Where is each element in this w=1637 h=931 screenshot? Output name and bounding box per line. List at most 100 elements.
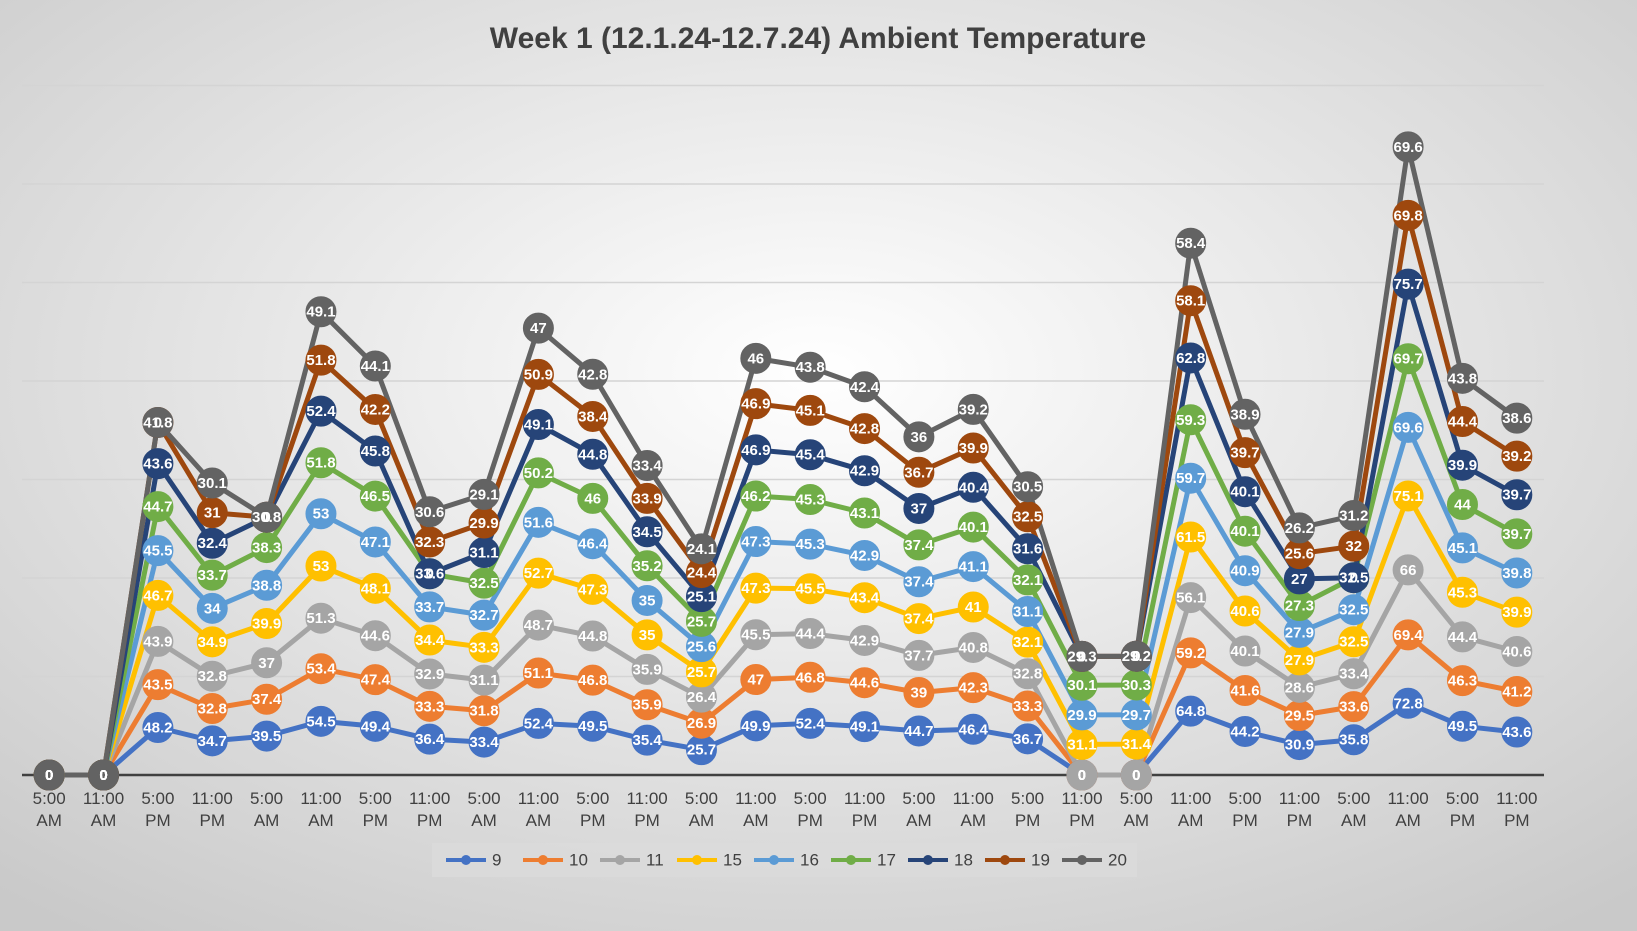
data-label: 37.4 [904,537,934,554]
data-label: 34.9 [198,634,227,651]
data-label: 44.2 [1230,723,1259,740]
data-label: 29.9 [1067,707,1096,724]
marker [142,448,174,480]
marker [522,707,554,739]
data-label: 40.1 [1230,484,1259,501]
data-label: 41.8 [143,414,172,431]
marker [631,619,663,651]
data-label: 0 [1078,767,1086,784]
data-label: 0 [45,767,53,784]
marker [522,657,554,689]
series-line [49,493,1518,778]
data-label: 42.9 [850,632,879,649]
marker [196,725,228,757]
marker [849,711,881,743]
data-label: 0 [262,509,270,526]
marker [1175,637,1207,669]
data-label: 44.4 [1448,629,1478,646]
data-label: 45.5 [796,581,825,598]
data-label: 31.1 [1013,603,1042,620]
data-label: 25.7 [687,613,716,630]
data-label: 43.1 [850,505,879,522]
marker [251,569,283,601]
x-tick-label: 11:00 PM [1496,789,1537,830]
marker [903,492,935,524]
x-tick-label: 5:00 PM [359,789,392,830]
data-label: 30.9 [1285,737,1314,754]
marker [1066,759,1098,791]
marker [1501,402,1533,434]
data-label: 41.1 [959,559,988,576]
x-tick-label: 5:00 AM [467,789,500,830]
marker [1175,462,1207,494]
series-line [49,281,1518,778]
marker [1338,530,1370,562]
data-label: 62.8 [1176,350,1205,367]
marker [1012,658,1044,690]
data-label: 47 [747,672,764,689]
data-label: 33.4 [1339,666,1369,683]
data-label: 41.6 [1230,682,1259,699]
data-label: 42.4 [850,379,880,396]
data-label: 38.4 [578,408,608,425]
series-line [49,144,1519,778]
marker [903,566,935,598]
legend-marker [923,855,933,865]
marker [1446,489,1478,521]
data-label: 29.3 [1067,648,1096,665]
data-label: 0 [45,767,53,784]
marker [196,467,228,499]
marker [577,528,609,560]
marker [414,723,446,755]
data-label: 0 [99,767,107,784]
x-tick-label: 11:00 AM [83,789,124,830]
marker [957,631,989,663]
data-label: 45.3 [796,491,825,508]
data-label: 0 [45,767,53,784]
data-label: 40.4 [959,479,989,496]
data-label: 31.1 [1067,736,1096,753]
data-label: 31.1 [469,544,498,561]
data-label: 44.4 [796,626,826,643]
marker [631,516,663,548]
data-label: 34.7 [198,733,227,750]
marker [631,550,663,582]
data-label: 27.3 [1285,597,1314,614]
marker [468,599,500,631]
marker [1066,640,1098,672]
marker [196,626,228,658]
data-label: 0 [99,767,107,784]
marker [849,667,881,699]
marker [1012,595,1044,627]
marker [794,439,826,471]
data-label: 0 [154,414,162,431]
marker [1012,564,1044,596]
data-label: 51.8 [306,455,335,472]
marker [1446,532,1478,564]
legend-label: 20 [1108,850,1127,869]
data-label: 50.2 [524,465,553,482]
data-label: 52.4 [796,715,826,732]
marker [1012,690,1044,722]
data-label: 0 [1132,648,1140,665]
data-label: 46.3 [1448,673,1477,690]
data-label: 58.4 [1176,235,1206,252]
legend-marker [846,855,856,865]
data-label: 43.8 [796,359,825,376]
marker [849,582,881,614]
series-line [49,700,1518,778]
x-tick-label: 5:00 PM [794,789,827,830]
marker [522,457,554,489]
marker [468,567,500,599]
marker [251,683,283,715]
marker [957,432,989,464]
marker [33,759,65,791]
legend-label: 17 [877,850,896,869]
legend-label: 18 [954,850,973,869]
marker [849,455,881,487]
marker [1012,471,1044,503]
data-label: 0 [1132,648,1140,665]
legend-label: 16 [800,850,819,869]
data-label: 44.6 [361,628,390,645]
